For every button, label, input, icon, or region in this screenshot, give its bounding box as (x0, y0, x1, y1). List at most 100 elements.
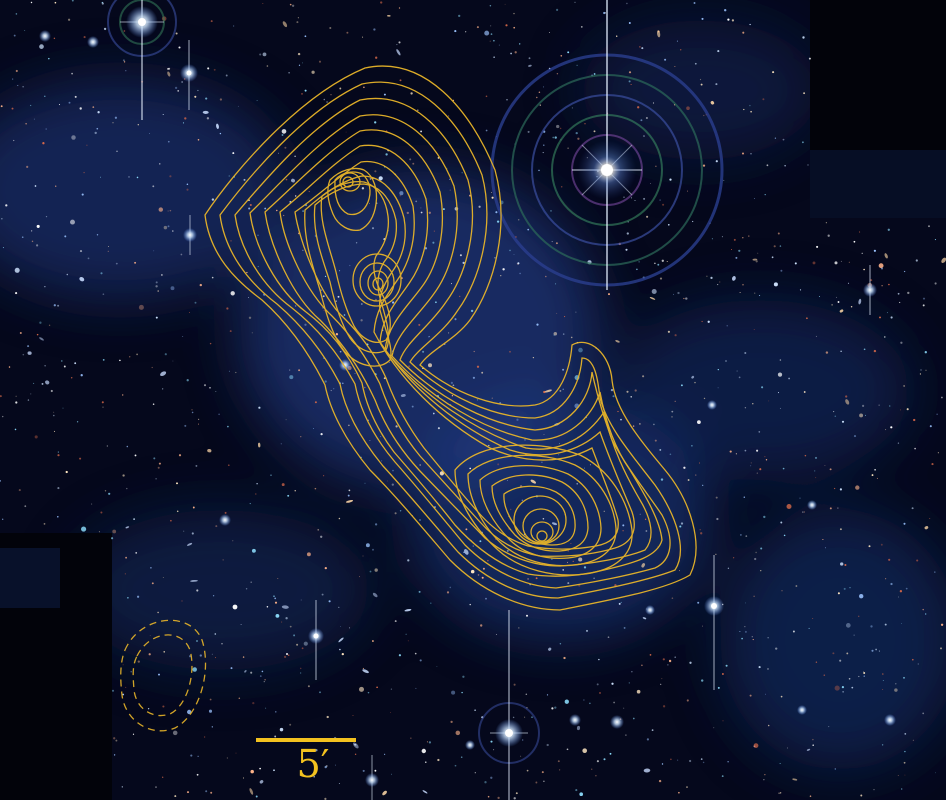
star (882, 688, 884, 691)
star (835, 296, 837, 298)
star (0, 105, 3, 108)
star (259, 675, 262, 677)
star (881, 284, 883, 287)
star (520, 755, 522, 757)
star (750, 153, 752, 155)
star (882, 673, 884, 675)
star (232, 25, 235, 27)
star (281, 134, 284, 136)
star (753, 743, 759, 748)
star (658, 779, 662, 783)
star (258, 406, 261, 409)
star (513, 683, 516, 686)
star (651, 729, 654, 731)
star (205, 790, 208, 793)
star (509, 350, 511, 353)
star (398, 41, 401, 44)
star (324, 566, 327, 570)
star (554, 706, 557, 709)
star (381, 460, 383, 462)
star (222, 559, 224, 561)
contour (367, 270, 389, 296)
star (395, 425, 398, 428)
star (792, 630, 795, 633)
star (287, 494, 290, 497)
star (128, 176, 130, 178)
star (542, 518, 545, 520)
star (100, 511, 103, 514)
star (410, 737, 412, 739)
star (575, 789, 578, 792)
star (733, 238, 736, 241)
galaxy-icon (643, 768, 651, 773)
star (750, 462, 752, 464)
star (583, 566, 587, 569)
star (94, 131, 97, 135)
star (420, 207, 422, 209)
star (736, 370, 738, 372)
star (713, 727, 715, 729)
star (415, 687, 417, 689)
star (339, 350, 342, 353)
galaxy-icon (259, 780, 264, 784)
star (749, 23, 751, 26)
scale-bar-line (256, 738, 356, 742)
star (237, 105, 239, 107)
star (940, 647, 942, 650)
star (0, 480, 1, 482)
star (812, 738, 814, 741)
star (0, 395, 2, 398)
star (324, 797, 327, 800)
star (13, 139, 15, 142)
star (654, 439, 657, 442)
star (374, 170, 377, 173)
star (661, 678, 663, 680)
star (680, 522, 684, 525)
star (760, 570, 762, 572)
star (628, 22, 631, 24)
star (426, 741, 428, 743)
star (283, 655, 287, 659)
star (699, 78, 702, 81)
star (369, 202, 371, 204)
contour (352, 253, 402, 307)
star (57, 304, 60, 307)
star (127, 596, 129, 599)
star (900, 341, 903, 344)
star (19, 331, 22, 335)
star (715, 553, 717, 555)
star (889, 405, 891, 407)
star (481, 576, 484, 579)
star (162, 113, 164, 116)
star (155, 478, 157, 480)
star (172, 360, 174, 362)
star (531, 716, 533, 718)
star (671, 410, 674, 413)
star (497, 463, 500, 466)
star (410, 92, 413, 95)
star (266, 605, 269, 608)
star (613, 701, 615, 704)
star (186, 188, 189, 191)
star (900, 409, 901, 411)
star (491, 192, 493, 193)
star (548, 31, 551, 34)
star (582, 748, 588, 754)
star (338, 606, 340, 609)
star (679, 525, 682, 528)
star (221, 642, 223, 645)
star (113, 737, 116, 740)
star (779, 245, 782, 247)
star (251, 548, 256, 553)
star (825, 222, 827, 224)
star (788, 377, 790, 380)
galaxy-icon (79, 276, 85, 282)
star (834, 415, 837, 418)
star (320, 432, 323, 436)
star (419, 519, 421, 521)
star (834, 685, 840, 691)
star (878, 404, 880, 406)
star (129, 356, 131, 358)
contour (342, 176, 354, 188)
star (683, 297, 685, 300)
